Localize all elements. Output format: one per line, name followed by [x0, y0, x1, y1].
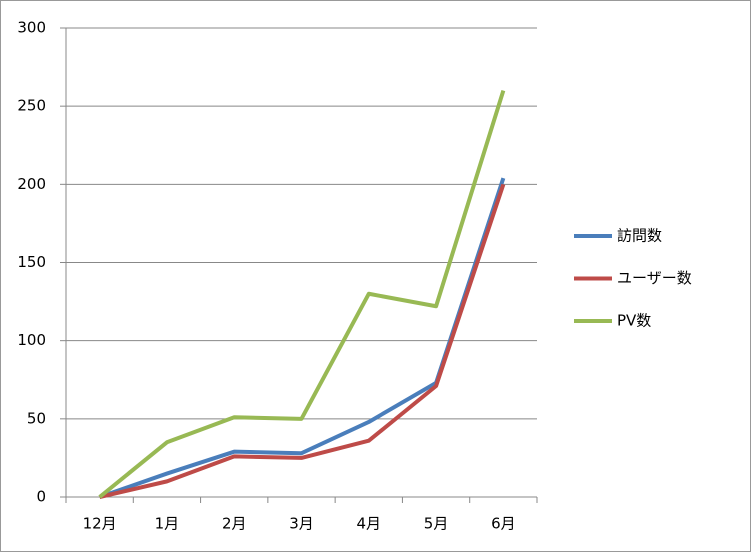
y-tick-label: 50: [27, 409, 46, 427]
y-tick-label: 150: [17, 253, 46, 271]
y-tick-label: 100: [17, 331, 46, 349]
series-line: [99, 183, 506, 499]
x-tick-label: 3月: [289, 515, 314, 533]
x-tick-label: 1月: [155, 515, 180, 533]
x-tick-label: 12月: [83, 515, 117, 533]
y-tick-label: 250: [17, 97, 46, 115]
y-tick-label: 300: [17, 19, 46, 37]
y-tick-label: 0: [36, 488, 46, 506]
y-tick-label: 200: [17, 175, 46, 193]
legend-label: 訪問数: [617, 227, 662, 245]
legend-label: PV数: [617, 312, 651, 330]
x-tick-label: 5月: [424, 515, 449, 533]
legend-label: ユーザー数: [617, 269, 692, 287]
x-tick-label: 6月: [491, 515, 516, 533]
x-tick-label: 4月: [357, 515, 382, 533]
x-tick-label: 2月: [222, 515, 247, 533]
series-line: [98, 89, 506, 499]
